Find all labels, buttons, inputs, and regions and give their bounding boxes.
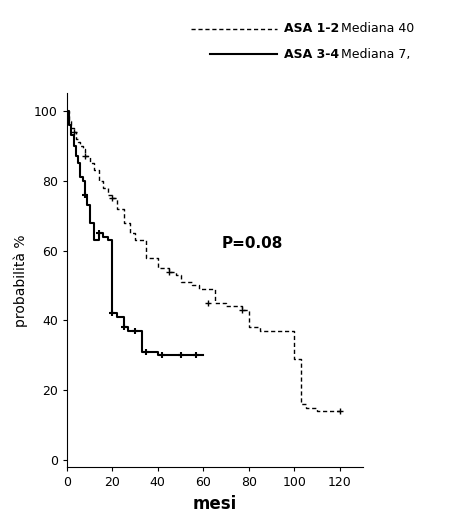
Y-axis label: probabilità %: probabilità %	[14, 234, 28, 326]
Text: ASA 1-2: ASA 1-2	[283, 22, 338, 35]
Text: Mediana 40: Mediana 40	[340, 22, 414, 35]
Text: Mediana 7,: Mediana 7,	[340, 48, 409, 61]
Text: P=0.08: P=0.08	[221, 236, 282, 251]
X-axis label: mesi: mesi	[192, 495, 236, 513]
Text: ASA 3-4: ASA 3-4	[283, 48, 338, 61]
